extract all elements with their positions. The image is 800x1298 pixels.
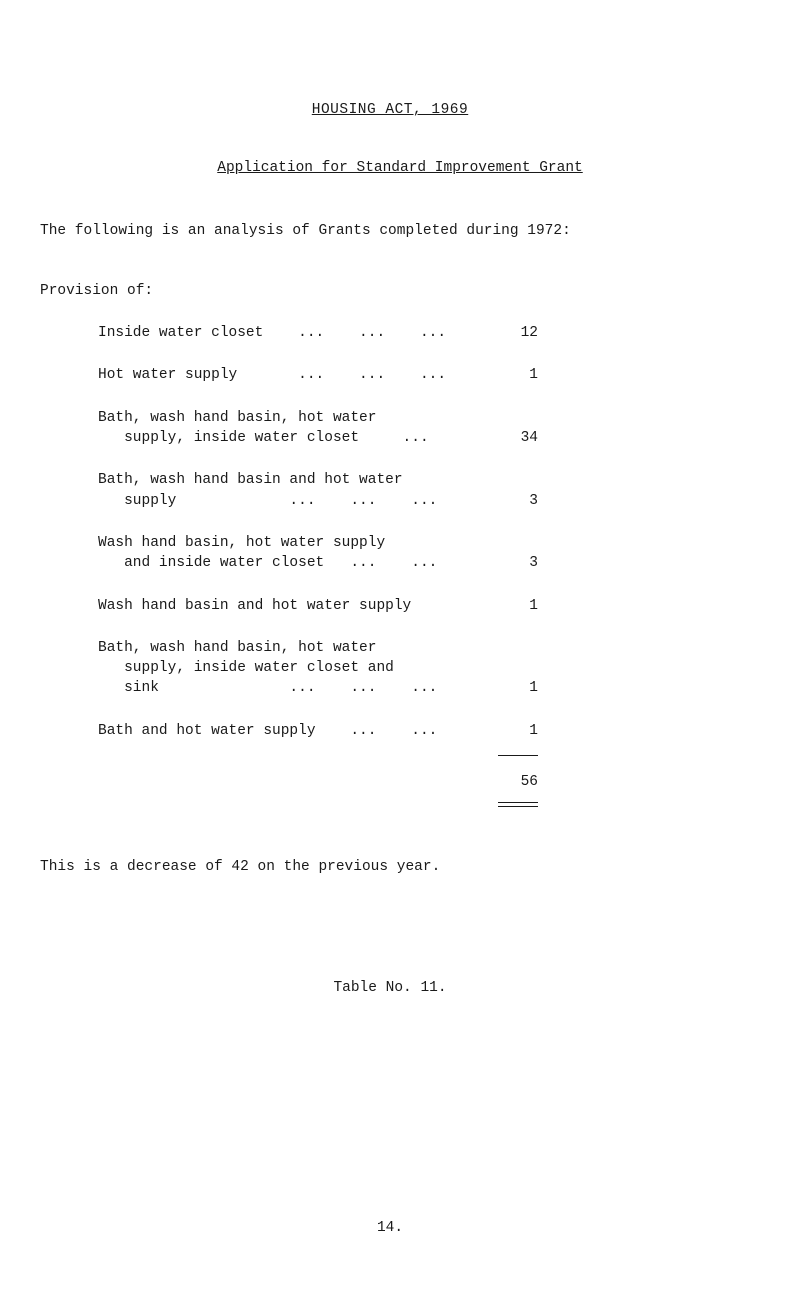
table-row: Wash hand basin, hot water supply and in… <box>98 533 740 574</box>
item-label: Hot water supply ... ... ... <box>98 365 498 385</box>
table-row: Inside water closet ... ... ... 12 <box>98 323 740 343</box>
table-row: Bath, wash hand basin, hot water supply,… <box>98 638 740 699</box>
item-label: Bath, wash hand basin and hot water supp… <box>98 470 498 511</box>
table-row: Wash hand basin and hot water supply 1 <box>98 596 740 616</box>
provision-header: Provision of: <box>40 281 740 301</box>
application-subtitle: Application for Standard Improvement Gra… <box>40 158 740 178</box>
total-value: 56 <box>498 772 538 792</box>
total-row: 56 <box>98 772 740 792</box>
table-number: Table No. 11. <box>40 978 740 998</box>
item-label: Wash hand basin, hot water supply and in… <box>98 533 498 574</box>
item-value: 1 <box>498 365 538 385</box>
act-title: HOUSING ACT, 1969 <box>40 100 740 120</box>
item-label: Bath and hot water supply ... ... <box>98 721 498 741</box>
document-page: HOUSING ACT, 1969 Application for Standa… <box>0 0 800 1298</box>
table-row: Bath and hot water supply ... ... 1 <box>98 721 740 741</box>
intro-text: The following is an analysis of Grants c… <box>40 221 740 241</box>
total-spacer <box>98 772 498 792</box>
provision-items: Inside water closet ... ... ... 12 Hot w… <box>98 323 740 741</box>
item-label: Bath, wash hand basin, hot water supply,… <box>98 638 498 699</box>
item-value: 1 <box>498 721 538 741</box>
total-rule-top <box>98 755 740 756</box>
table-row: Bath, wash hand basin and hot water supp… <box>98 470 740 511</box>
item-value: 34 <box>498 428 538 448</box>
closing-text: This is a decrease of 42 on the previous… <box>40 857 740 877</box>
item-value: 3 <box>498 491 538 511</box>
item-label: Bath, wash hand basin, hot water supply,… <box>98 408 498 449</box>
item-label: Wash hand basin and hot water supply <box>98 596 498 616</box>
total-rule-bottom <box>98 802 740 857</box>
table-row: Bath, wash hand basin, hot water supply,… <box>98 408 740 449</box>
item-label: Inside water closet ... ... ... <box>98 323 498 343</box>
item-value: 1 <box>498 678 538 698</box>
item-value: 3 <box>498 553 538 573</box>
item-value: 12 <box>498 323 538 343</box>
table-row: Hot water supply ... ... ... 1 <box>98 365 740 385</box>
item-value: 1 <box>498 596 538 616</box>
page-number: 14. <box>40 1218 740 1238</box>
